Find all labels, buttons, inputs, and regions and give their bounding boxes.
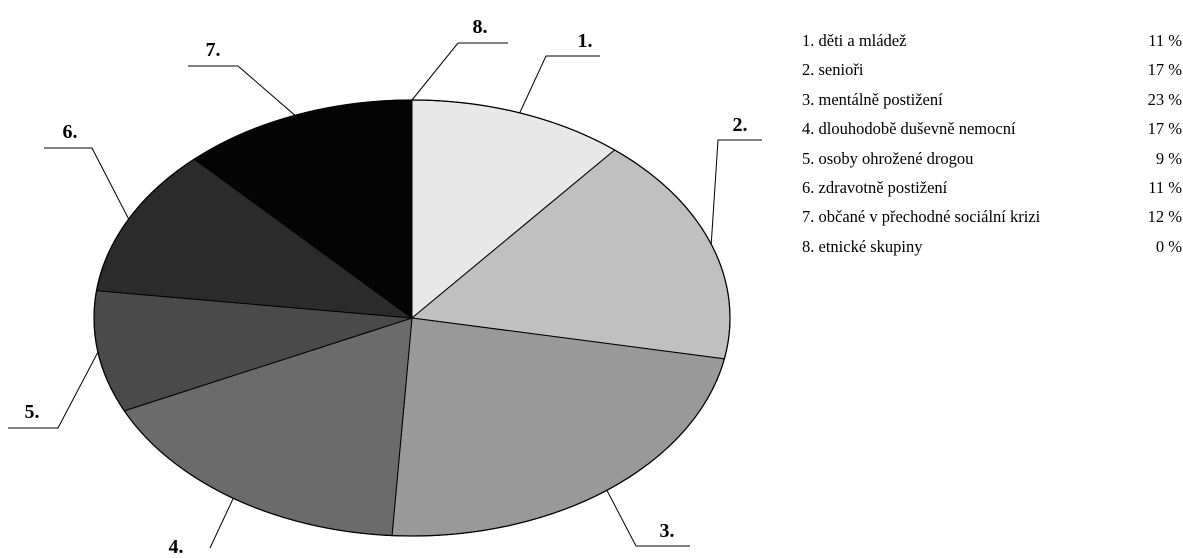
legend-label: 7. občané v přechodné sociální krizi (802, 207, 1041, 227)
slice-label-7: 7. (206, 39, 221, 61)
legend-value: 17 % (1147, 60, 1182, 80)
leader-line-5 (8, 351, 99, 429)
legend-label: 5. osoby ohrožené drogou (802, 148, 974, 168)
leader-line-7 (188, 65, 296, 116)
legend-value: 9 % (1155, 148, 1182, 168)
leader-line-3 (606, 490, 690, 547)
pie-chart: 1. 2. 3. 4. 5. 6. 7. 8. (8, 16, 762, 558)
legend-value: 23 % (1147, 89, 1182, 109)
slice-label-2: 2. (733, 114, 748, 136)
slice-label-1: 1. (578, 30, 593, 52)
slice-label-4: 4. (169, 536, 184, 558)
legend-row: 7. občané v přechodné sociální krizi 12 … (802, 202, 1182, 231)
legend-row: 8. etnické skupiny 0 % (802, 232, 1182, 261)
leader-line-4 (209, 498, 234, 549)
legend-value: 0 % (1155, 236, 1182, 256)
legend-label: 4. dlouhodobě duševně nemocní (802, 119, 1016, 139)
leader-line-1 (519, 55, 600, 114)
slice-label-8: 8. (473, 16, 488, 38)
legend-label: 8. etnické skupiny (802, 236, 923, 256)
pie-slices (93, 99, 731, 537)
legend-value: 11 % (1148, 31, 1182, 50)
legend-label: 3. mentálně postižení (802, 89, 943, 109)
legend-value: 17 % (1147, 119, 1182, 139)
slice-label-6: 6. (63, 121, 78, 143)
legend-row: 6. zdravotně postižení 11 % (802, 173, 1182, 202)
legend-row: 5. osoby ohrožené drogou 9 % (802, 144, 1182, 173)
legend-label: 2. senioři (802, 60, 864, 80)
legend-label: 1. děti a mládež (802, 31, 907, 50)
legend-row: 4. dlouhodobě duševně nemocní 17 % (802, 114, 1182, 143)
slice-label-3: 3. (660, 520, 675, 542)
legend-value: 12 % (1147, 207, 1182, 227)
pie-callouts: 1. 2. 3. 4. 5. 6. 7. 8. (8, 16, 762, 558)
leader-line-8 (411, 42, 508, 101)
legend-row: 3. mentálně postižení 23 % (802, 85, 1182, 114)
legend-row: 1. děti a mládež 11 % (802, 26, 1182, 55)
legend: 1. děti a mládež 11 % 2. senioři 17 % 3.… (802, 26, 1182, 261)
legend-value: 11 % (1148, 177, 1182, 197)
leader-line-2 (710, 139, 762, 245)
leader-line-6 (44, 147, 130, 220)
legend-row: 2. senioři 17 % (802, 55, 1182, 84)
legend-label: 6. zdravotně postižení (802, 177, 948, 197)
slice-label-5: 5. (25, 401, 40, 423)
